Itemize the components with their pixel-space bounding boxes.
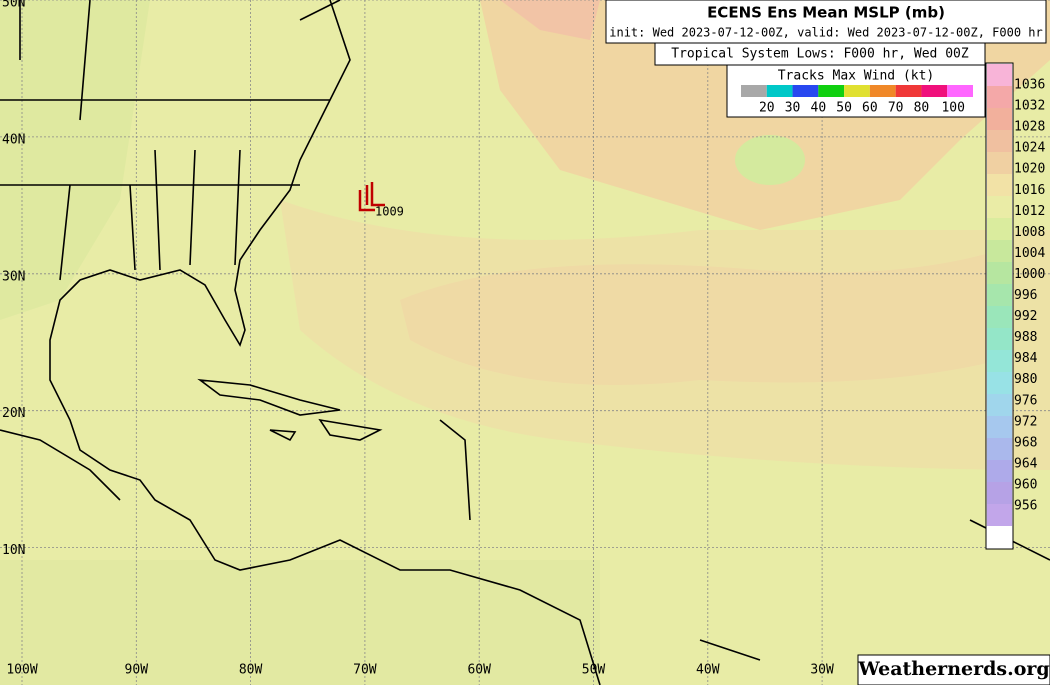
storm-track: 1009 <box>358 182 404 219</box>
colorbar-swatch <box>987 174 1012 196</box>
wind-swatch <box>792 85 819 97</box>
colorbar-swatch <box>987 394 1012 416</box>
colorbar-label: 1012 <box>1014 204 1045 219</box>
lon-label: 70W <box>353 663 377 678</box>
colorbar-label: 1008 <box>1014 225 1045 240</box>
wind-swatch <box>741 85 767 97</box>
colorbar-swatch <box>987 262 1012 284</box>
colorbar-label: 1028 <box>1014 120 1045 135</box>
wind-label: 70 <box>888 101 904 116</box>
colorbar-swatch <box>987 196 1012 218</box>
wind-swatch <box>921 85 948 97</box>
title-box <box>605 0 1047 44</box>
pressure-band <box>280 200 1050 470</box>
colorbar-label: 960 <box>1014 477 1037 492</box>
lon-label: 30W <box>810 663 834 678</box>
colorbar-label: 976 <box>1014 393 1037 408</box>
lat-label: 40N <box>2 132 25 147</box>
wind-label: 40 <box>811 101 827 116</box>
watermark-box <box>857 654 1050 685</box>
colorbar-label: 964 <box>1014 456 1038 471</box>
lon-label: 60W <box>467 663 491 678</box>
wind-swatch <box>766 85 793 97</box>
colorbar-label: 1032 <box>1014 99 1045 114</box>
wind-label: 20 <box>759 101 775 116</box>
lon-label: 50W <box>582 663 606 678</box>
wind-label: 60 <box>862 101 878 116</box>
colorbar-swatch <box>987 416 1012 438</box>
colorbar-swatch <box>987 240 1012 262</box>
track <box>358 182 385 212</box>
lon-label: 40W <box>696 663 720 678</box>
coastline <box>49 0 601 685</box>
wind-label: 80 <box>914 101 930 116</box>
subtitle: init: Wed 2023-07-12-00Z, valid: Wed 202… <box>609 26 1042 40</box>
land-shade <box>0 0 150 320</box>
colorbar-label: 996 <box>1014 288 1037 303</box>
coastline <box>0 419 1050 661</box>
lon-label: 100W <box>6 663 37 678</box>
colorbar-label: 972 <box>1014 414 1037 429</box>
watermark: Weathernerds.org <box>857 658 1049 680</box>
colorbar-label: 984 <box>1014 351 1038 366</box>
islands <box>197 378 383 442</box>
storm-label: 1009 <box>375 205 404 219</box>
colorbar-swatch <box>987 350 1012 372</box>
title: ECENS Ens Mean MSLP (mb) <box>707 4 945 22</box>
colorbar-label: 1036 <box>1014 78 1045 93</box>
wind-swatch <box>947 85 973 97</box>
colorbar-label: 968 <box>1014 435 1037 450</box>
colorbar-swatch <box>987 130 1012 152</box>
colorbar-swatch <box>987 372 1012 394</box>
lat-label: 50N <box>2 0 25 11</box>
wind-label: 50 <box>836 101 852 116</box>
colorbar-swatch <box>987 284 1012 306</box>
colorbar-swatch <box>987 218 1012 240</box>
colorbar-label: 1020 <box>1014 162 1045 177</box>
colorbar-swatch <box>987 86 1012 108</box>
colorbar-swatch <box>987 482 1012 504</box>
colorbar-label: 1004 <box>1014 246 1045 261</box>
colorbar-swatch <box>987 306 1012 328</box>
colorbar-label: 956 <box>1014 499 1037 514</box>
colorbar-swatch <box>987 460 1012 482</box>
colorbar-label: 1024 <box>1014 141 1045 156</box>
lat-label: 30N <box>2 269 25 284</box>
state-borders <box>0 0 330 281</box>
colorbar-label: 1000 <box>1014 267 1045 282</box>
colorbar-label: 1016 <box>1014 183 1045 198</box>
wind-title: Tracks Max Wind (kt) <box>778 69 935 84</box>
lon-label: 90W <box>125 663 149 678</box>
land-shade <box>0 560 600 685</box>
colorbar-label: 992 <box>1014 309 1037 324</box>
colorbar-swatch <box>987 152 1012 174</box>
lows-title: Tropical System Lows: F000 hr, Wed 00Z <box>671 47 969 62</box>
colorbar-swatch <box>987 438 1012 460</box>
lat-label: 20N <box>2 406 25 421</box>
colorbar-swatch <box>987 108 1012 130</box>
wind-swatch <box>844 85 870 97</box>
lat-label: 10N <box>2 543 25 558</box>
low-pressure <box>735 135 805 185</box>
lon-label: 80W <box>239 663 263 678</box>
wind-label: 100 <box>941 101 964 116</box>
colorbar-swatch <box>987 64 1012 86</box>
wind-swatch <box>818 85 845 97</box>
high-pressure <box>500 0 600 40</box>
wind-swatch <box>869 85 896 97</box>
wind-swatch <box>895 85 922 97</box>
colorbar-swatch <box>987 328 1012 350</box>
wind-label: 30 <box>785 101 801 116</box>
colorbar-label: 988 <box>1014 330 1037 345</box>
colorbar-swatch <box>987 504 1012 526</box>
colorbar-label: 980 <box>1014 372 1037 387</box>
